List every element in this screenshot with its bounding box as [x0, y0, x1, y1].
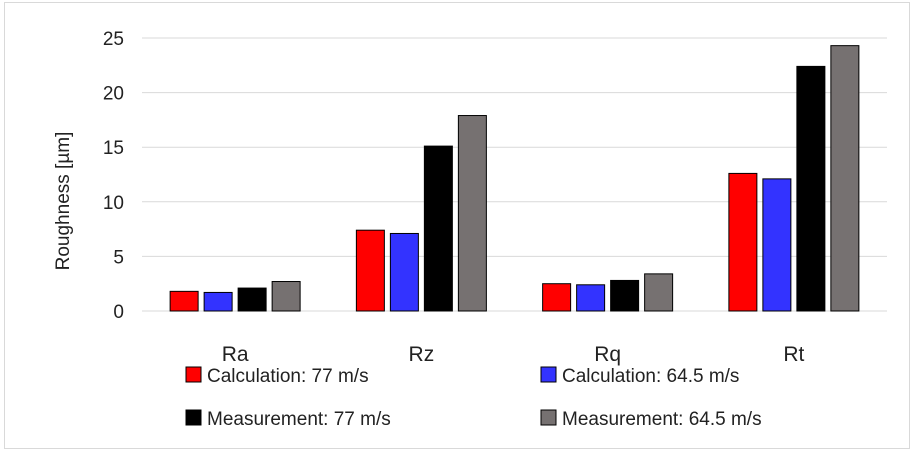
bar-ra-series-1 [169, 290, 199, 312]
y-tick-label: 5 [113, 247, 124, 268]
bar-rt-series-1 [728, 172, 758, 312]
y-axis-label: Roughness [µm] [53, 132, 74, 271]
bar-rz-series-3 [423, 145, 453, 312]
bar-rt-series-3 [796, 65, 826, 312]
legend: Calculation: 77 m/s Calculation: 64.5 m/s… [185, 366, 762, 430]
x-category-label: Rz [409, 343, 435, 366]
bar-rz-series-4 [457, 115, 487, 312]
bar-rt-series-2 [762, 178, 792, 312]
bar-ra-series-3 [237, 287, 267, 312]
y-tick-label: 25 [103, 29, 124, 50]
bar-ra-series-4 [271, 281, 301, 312]
x-axis-categories: Ra Rz Rq Rt [222, 343, 805, 366]
bar-rq-series-2 [576, 284, 606, 312]
bar-rz-series-1 [355, 229, 385, 312]
bars [169, 45, 860, 312]
legend-label: Calculation: 64.5 m/s [562, 366, 739, 387]
y-tick-label: 0 [113, 302, 124, 323]
bar-rz-series-2 [389, 232, 419, 312]
legend-swatch [185, 409, 202, 426]
chart-frame [4, 2, 910, 449]
bar-rq-series-1 [542, 283, 572, 312]
bar-rq-series-4 [644, 273, 674, 312]
bar-rt-series-4 [830, 45, 860, 312]
y-axis-ticks: 0 5 10 15 20 25 [103, 29, 124, 323]
legend-label: Calculation: 77 m/s [207, 366, 369, 387]
bar-ra-series-2 [203, 291, 233, 312]
y-tick-label: 20 [103, 84, 124, 105]
y-tick-label: 10 [103, 193, 124, 214]
legend-swatch [185, 366, 202, 383]
legend-label: Measurement: 64.5 m/s [562, 409, 762, 430]
x-category-label: Ra [222, 343, 249, 366]
legend-label: Measurement: 77 m/s [207, 409, 391, 430]
y-tick-label: 15 [103, 138, 124, 159]
legend-swatch [540, 409, 557, 426]
bar-rq-series-3 [610, 279, 640, 312]
x-category-label: Rt [783, 343, 804, 366]
x-category-label: Rq [594, 343, 621, 366]
legend-swatch [540, 366, 557, 383]
